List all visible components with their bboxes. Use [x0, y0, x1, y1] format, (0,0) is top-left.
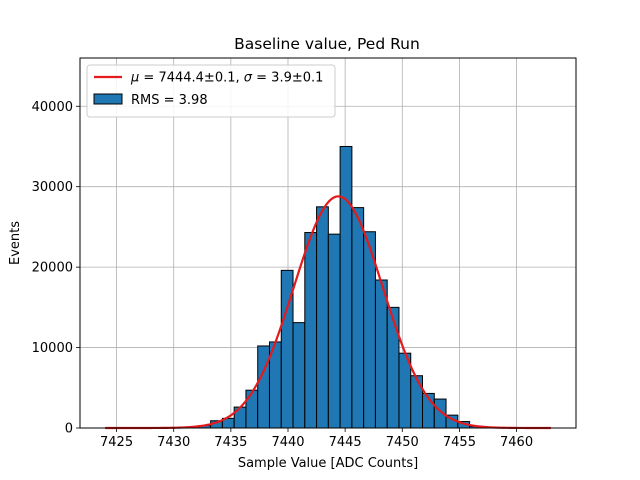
legend-fit-label: μ = 7444.4±0.1, σ = 3.9±0.1 — [130, 71, 323, 86]
y-axis-label: Events — [8, 221, 23, 265]
x-tick-label: 7440 — [271, 435, 304, 450]
y-tick-label: 30000 — [32, 180, 73, 195]
x-tick-label: 7435 — [214, 435, 247, 450]
legend-sigma-symbol: σ — [244, 71, 253, 86]
x-tick-label: 7425 — [100, 435, 133, 450]
legend-sigma-text: = 3.9±0.1 — [252, 71, 323, 86]
x-tick-label: 7450 — [386, 435, 419, 450]
histogram-bar — [327, 233, 341, 429]
histogram-bar — [304, 232, 318, 429]
legend-histogram-label: RMS = 3.98 — [131, 93, 208, 108]
x-tick-label: 7430 — [157, 435, 190, 450]
histogram-bar — [339, 145, 353, 429]
histogram-bar — [386, 306, 400, 429]
histogram-bar — [374, 279, 388, 429]
legend-mu-symbol: μ — [130, 71, 139, 86]
legend-histogram-swatch — [93, 93, 123, 105]
legend-mu-text: = 7444.4±0.1, — [139, 71, 243, 86]
y-tick-label: 0 — [65, 422, 73, 437]
plot-frame — [79, 57, 577, 429]
histogram-bar — [245, 389, 259, 429]
histogram-bar — [257, 345, 270, 429]
histogram-bar — [316, 206, 329, 429]
x-axis-label: Sample Value [ADC Counts] — [238, 456, 418, 471]
y-tick-label: 40000 — [32, 100, 73, 115]
x-tick-label: 7455 — [443, 435, 476, 450]
histogram-bar — [351, 207, 365, 429]
axis-ticks: 7425 7430 7435 7440 7445 7450 7455 7460 0 10000 20… — [32, 100, 533, 450]
y-tick-label: 20000 — [32, 261, 73, 276]
x-tick-label: 7460 — [500, 435, 533, 450]
histogram-bar — [410, 375, 424, 429]
x-tick-label: 7445 — [329, 435, 362, 450]
legend-box — [86, 64, 336, 118]
chart-title: Baseline value, Ped Run — [234, 35, 420, 53]
histogram-bars — [198, 145, 482, 429]
histogram-bar — [292, 322, 306, 429]
legend: μ = 7444.4±0.1, σ = 3.9±0.1 RMS = 3.98 — [86, 64, 336, 118]
y-tick-label: 10000 — [32, 341, 73, 356]
